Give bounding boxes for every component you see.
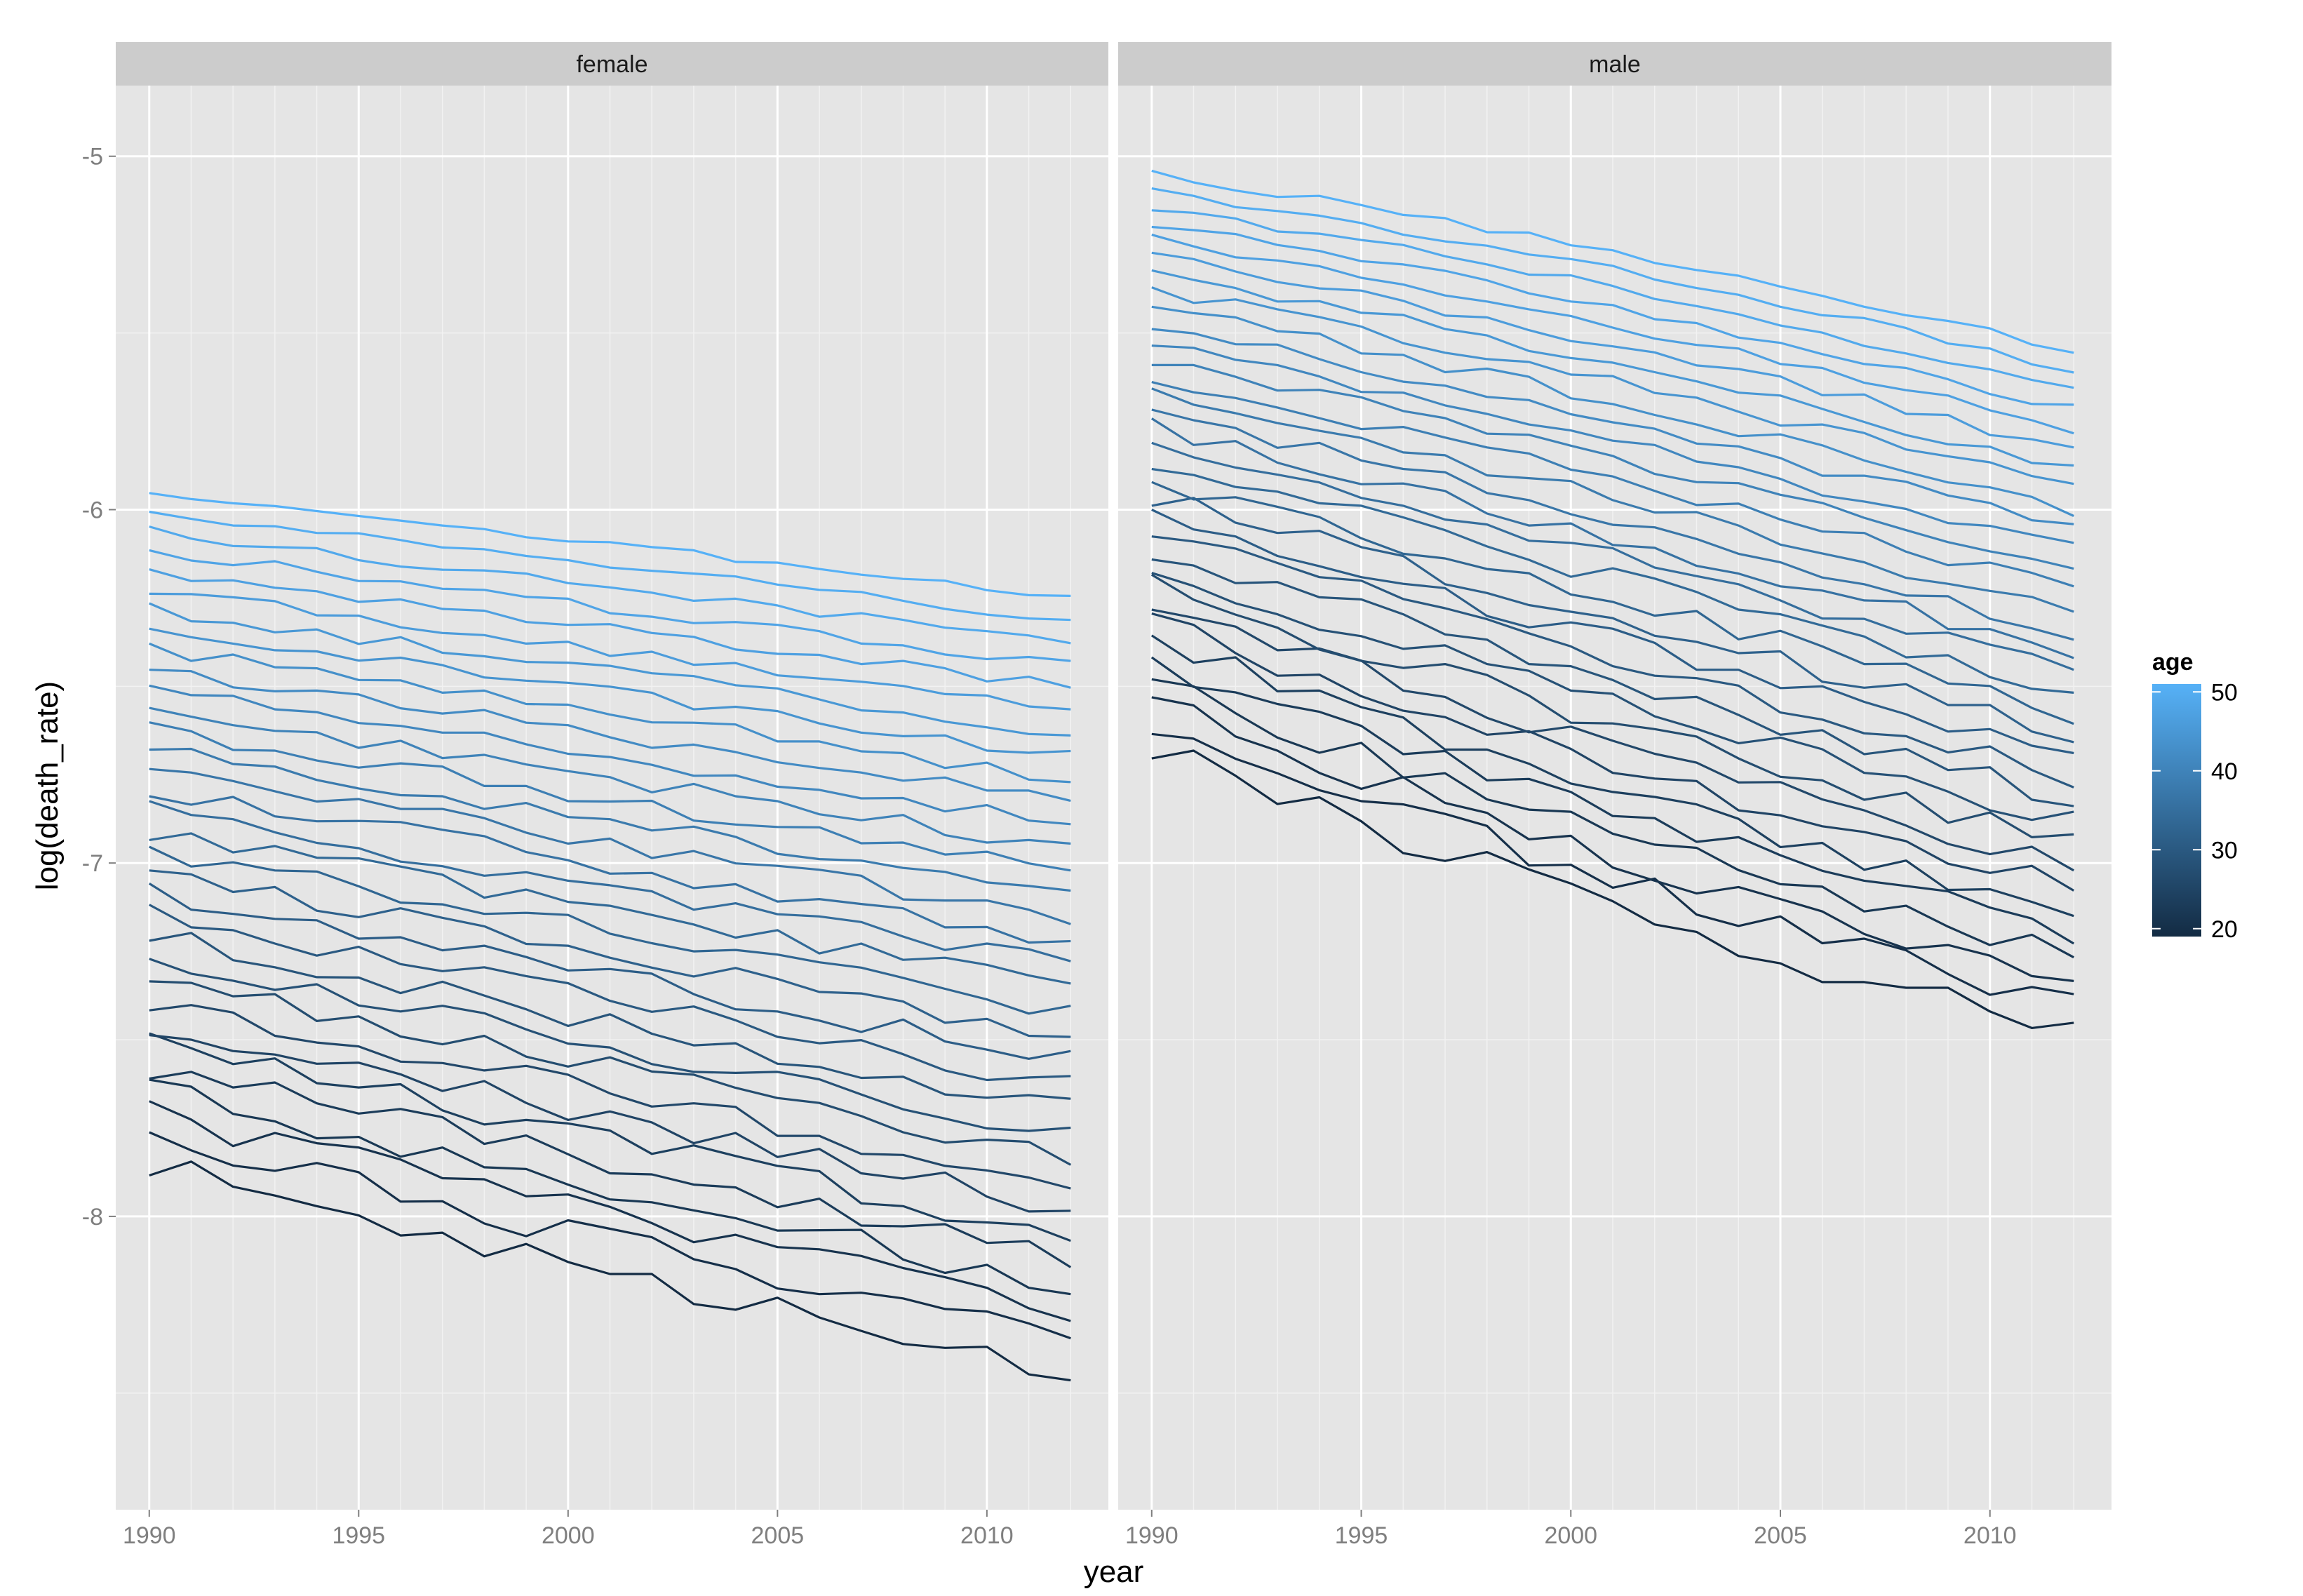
series-line-female-age-31: [148, 883, 1071, 1060]
series-line-male-age-43: [1151, 305, 2074, 517]
series-line-female-age-49: [149, 525, 1071, 645]
panel-female: female 1990 1995 2000 2005 2010: [116, 42, 1108, 1549]
series-line-female-age-30: [149, 904, 1071, 1082]
series-line-male-age-45: [1151, 269, 2074, 467]
series-line-female-age-35: [149, 800, 1071, 963]
series-line-female-age-45: [149, 602, 1071, 737]
series-line-male-age-31: [1151, 509, 2074, 755]
legend-tick-label: 40: [2211, 758, 2238, 785]
series-line-female-age-47: [149, 568, 1071, 689]
legend-colorbar: [2152, 684, 2201, 937]
series-line-female-age-37: [149, 767, 1071, 925]
series-line-female-age-39: [149, 721, 1071, 872]
x-tick-label: 1990: [123, 1522, 176, 1549]
y-tick-label: -8: [82, 1204, 103, 1230]
series-line-male-age-26: [1151, 608, 2074, 872]
series-line-male-age-47: [1151, 234, 2074, 435]
x-tick-label: 2005: [751, 1522, 805, 1549]
series-line-female-age-34: [149, 832, 1071, 985]
series-line-male-age-32: [1151, 497, 2074, 744]
facet-strip: [116, 42, 1108, 86]
series-line-female-age-42: [149, 669, 1071, 803]
series-line-female-age-19: [149, 1160, 1071, 1382]
series-line-female-age-20: [149, 1131, 1071, 1340]
series-line-male-age-33: [1151, 481, 2074, 725]
facet-label: female: [576, 51, 647, 78]
series-line-male-age-37: [1151, 408, 2074, 641]
series-line-female-age-48: [149, 549, 1071, 662]
series-line-female-age-50: [149, 510, 1071, 622]
series-line-male-age-35: [1151, 441, 2074, 671]
x-tick-label: 1995: [1335, 1522, 1388, 1549]
x-axis-title: year: [1084, 1555, 1144, 1589]
panel-background: [1118, 86, 2111, 1510]
panel-male: male 1990 1995 2000 2005 2010: [1118, 42, 2111, 1549]
series-line-male-age-40: [1151, 363, 2074, 570]
x-tick-label: 1990: [1125, 1522, 1179, 1549]
series-line-female-age-26: [149, 1004, 1071, 1190]
series-line-male-age-30: [1151, 535, 2074, 789]
x-tick-label: 2000: [1544, 1522, 1597, 1549]
series-line-male-age-36: [1150, 417, 2074, 659]
series-line-male-age-21: [1151, 696, 2074, 982]
series-line-female-age-33: [149, 845, 1071, 1015]
series-line-male-age-38: [1151, 387, 2074, 613]
x-tick-label: 1995: [332, 1522, 385, 1549]
series-line-female-age-22: [149, 1078, 1071, 1296]
panel-background: [116, 86, 1108, 1510]
series-line-male-age-51: [1151, 169, 2074, 354]
y-tick-label: -6: [82, 497, 103, 523]
x-tick-label: 2010: [1963, 1522, 2017, 1549]
series-line-female-age-21: [149, 1100, 1071, 1322]
series-line-male-age-41: [1151, 344, 2074, 544]
series-line-female-age-36: [149, 795, 1071, 944]
series-line-male-age-39: [1151, 381, 2074, 588]
legend-title: age: [2152, 649, 2194, 676]
series-line-female-age-23: [149, 1071, 1072, 1268]
series-line-male-age-25: [1151, 612, 2075, 892]
series-line-female-age-32: [149, 869, 1071, 1038]
series-line-male-age-42: [1151, 328, 2074, 525]
series-line-female-age-40: [149, 706, 1071, 845]
series-line-male-age-48: [1151, 225, 2074, 406]
series-line-female-age-38: [149, 747, 1071, 892]
series-line-female-age-28: [149, 958, 1071, 1132]
x-tick-label: 2000: [542, 1522, 595, 1549]
legend-tick-label: 30: [2211, 837, 2238, 864]
series-line-male-age-46: [1151, 251, 2074, 449]
series-line-female-age-46: [149, 592, 1071, 711]
series-line-female-age-51: [149, 492, 1071, 597]
series-line-female-age-24: [149, 1032, 1071, 1242]
series-line-female-age-43: [149, 642, 1071, 784]
series-line-female-age-29: [149, 932, 1071, 1100]
series-line-male-age-20: [1151, 732, 2074, 996]
series-line-female-age-41: [149, 684, 1071, 826]
series-line-male-age-49: [1151, 209, 2074, 389]
legend-tick-label: 50: [2211, 679, 2238, 706]
facet-strip: [1118, 42, 2111, 86]
series-line-female-age-44: [149, 627, 1071, 754]
y-tick-label: -7: [82, 850, 103, 877]
series-line-male-age-27: [1150, 573, 2074, 839]
series-line-male-age-23: [1150, 656, 2075, 945]
series-line-female-age-25: [149, 1033, 1071, 1213]
x-tick-label: 2005: [1754, 1522, 1807, 1549]
series-line-male-age-22: [1151, 678, 2074, 959]
series-line-male-age-29: [1151, 558, 2074, 807]
facet-label: male: [1589, 51, 1641, 78]
series-line-male-age-28: [1151, 572, 2074, 822]
series-line-male-age-24: [1150, 634, 2074, 918]
legend: age 20 30 40 50: [2152, 649, 2238, 943]
series-line-male-age-50: [1151, 187, 2074, 374]
legend-tick-label: 20: [2211, 916, 2238, 943]
series-line-male-age-34: [1151, 467, 2074, 694]
series-line-female-age-27: [149, 980, 1072, 1166]
series-line-male-age-44: [1151, 286, 2074, 485]
series-line-male-age-19: [1151, 749, 2074, 1030]
x-tick-label: 2010: [960, 1522, 1014, 1549]
y-axis-title: log(death_rate): [30, 681, 65, 890]
y-tick-label: -5: [82, 144, 103, 170]
